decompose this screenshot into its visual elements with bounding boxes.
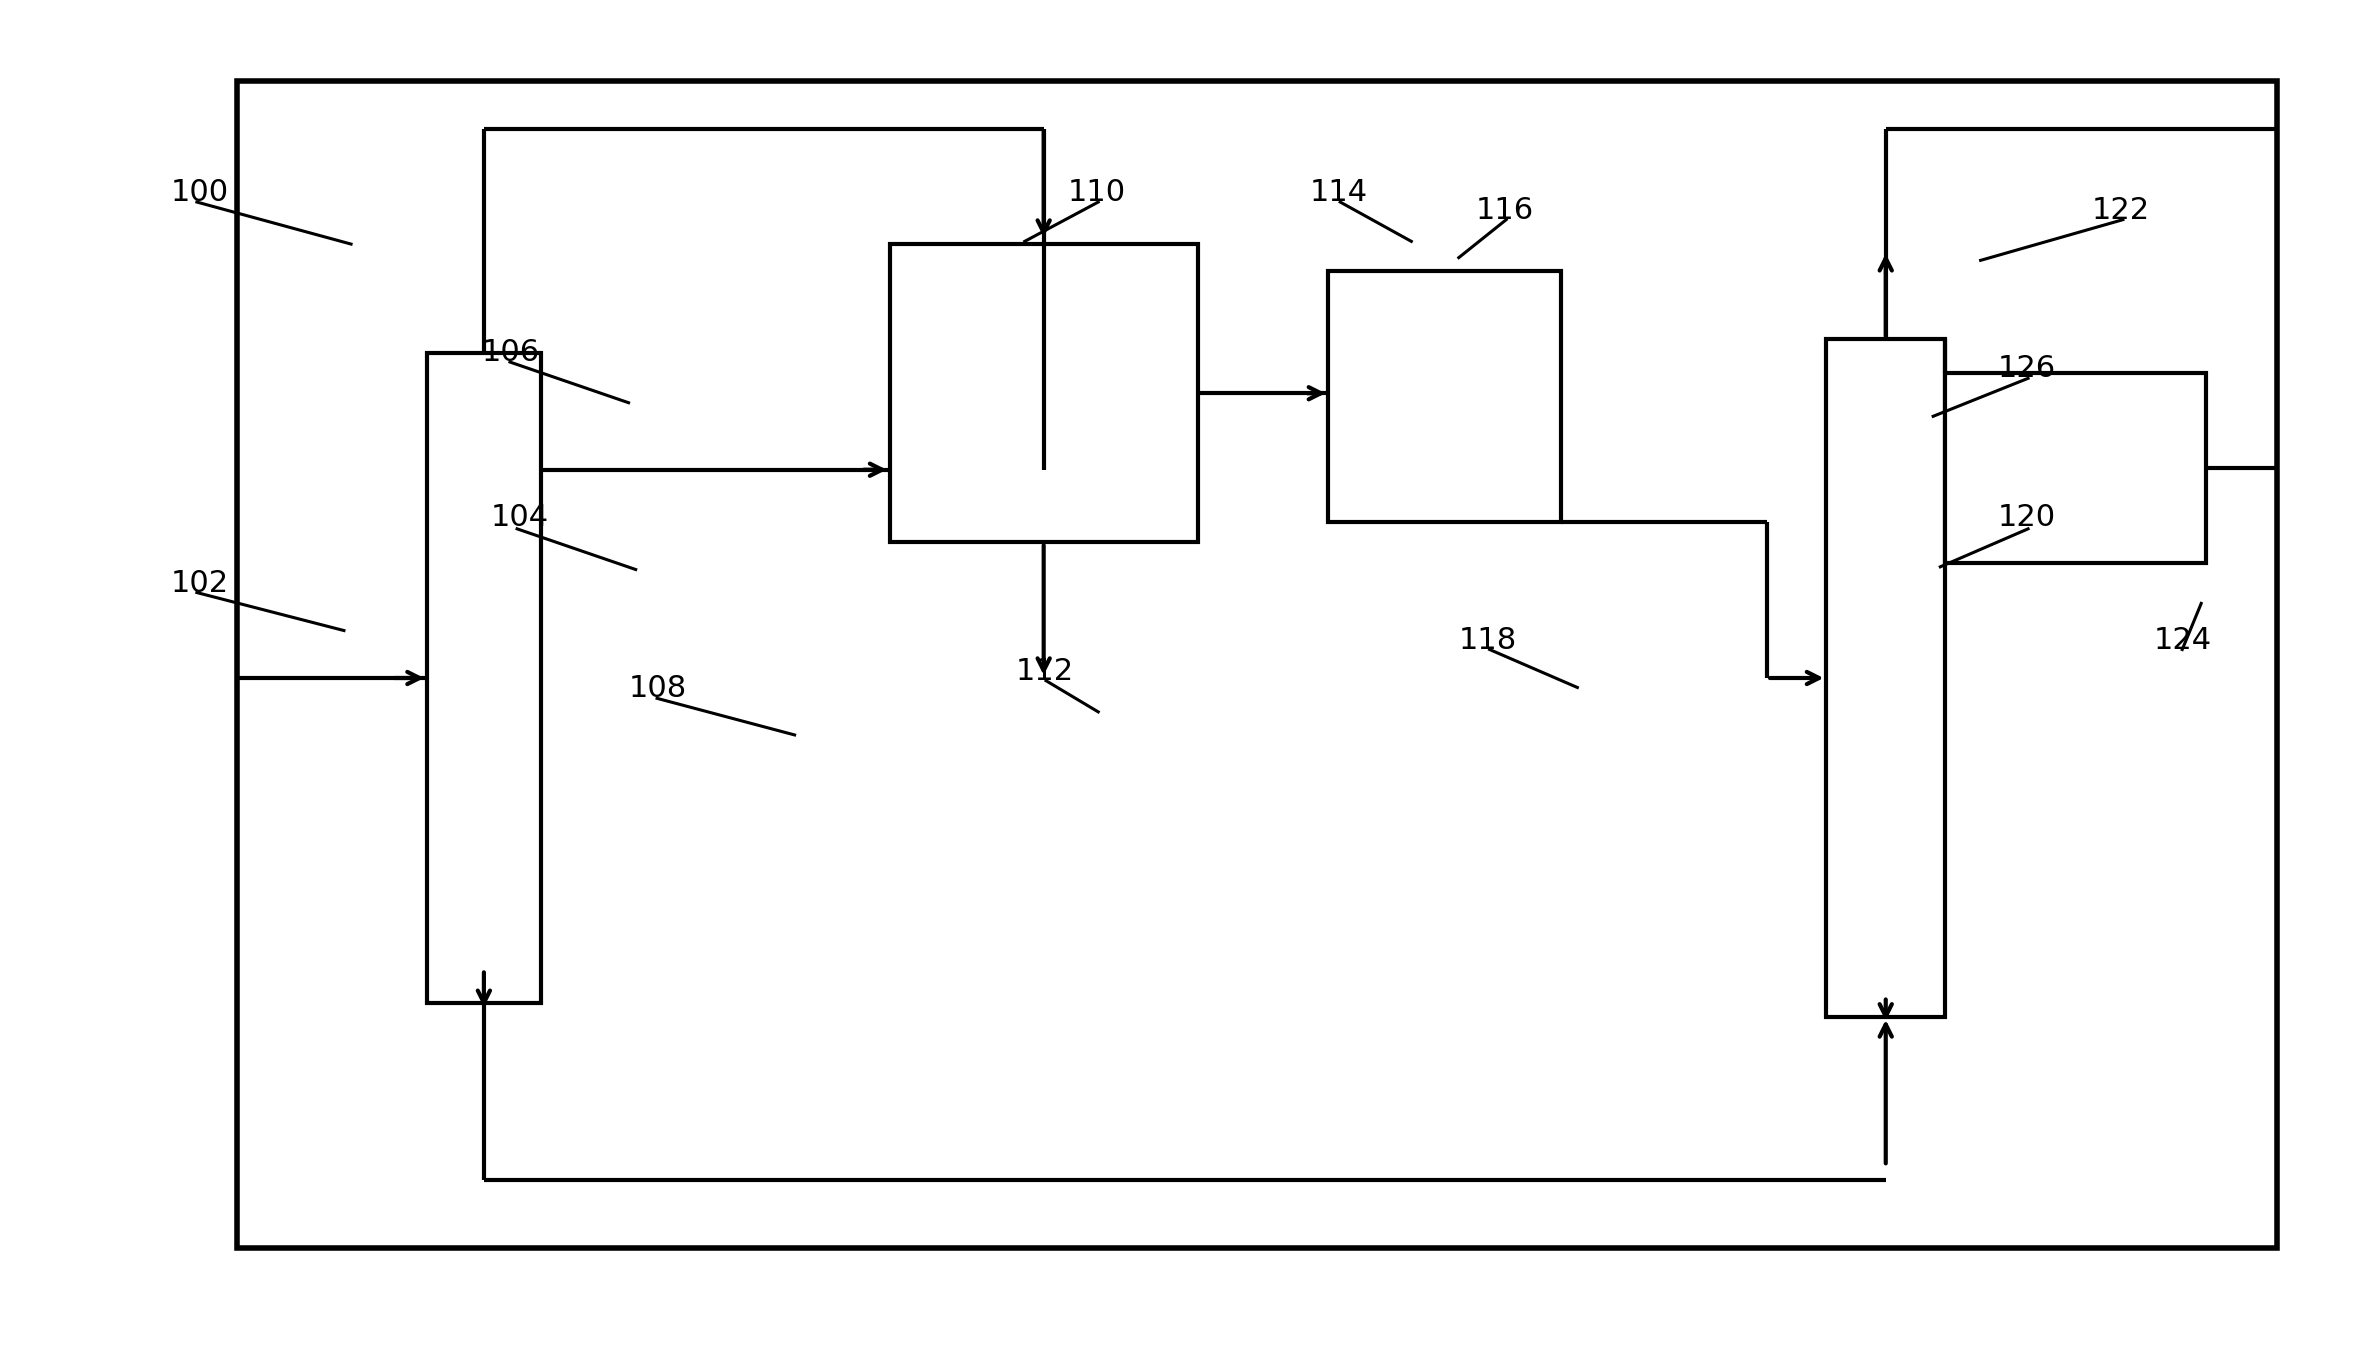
Text: 110: 110 bbox=[1067, 178, 1127, 207]
Text: 100: 100 bbox=[171, 178, 230, 207]
Text: 124: 124 bbox=[2154, 625, 2213, 655]
Bar bbox=[427, 353, 541, 1003]
Text: 126: 126 bbox=[1997, 354, 2057, 384]
Text: 108: 108 bbox=[629, 674, 688, 704]
Text: 120: 120 bbox=[1997, 503, 2057, 533]
Text: 118: 118 bbox=[1459, 625, 1518, 655]
Text: 114: 114 bbox=[1309, 178, 1369, 207]
Text: 102: 102 bbox=[171, 568, 230, 598]
Bar bbox=[890, 244, 1198, 542]
Bar bbox=[1945, 373, 2206, 563]
Text: 104: 104 bbox=[491, 503, 550, 533]
Text: 122: 122 bbox=[2092, 195, 2151, 225]
Bar bbox=[1826, 339, 1945, 1017]
Bar bbox=[1328, 271, 1561, 522]
Text: 116: 116 bbox=[1475, 195, 1535, 225]
Text: 106: 106 bbox=[482, 338, 541, 367]
Bar bbox=[237, 81, 2277, 1248]
Text: 112: 112 bbox=[1015, 656, 1075, 686]
